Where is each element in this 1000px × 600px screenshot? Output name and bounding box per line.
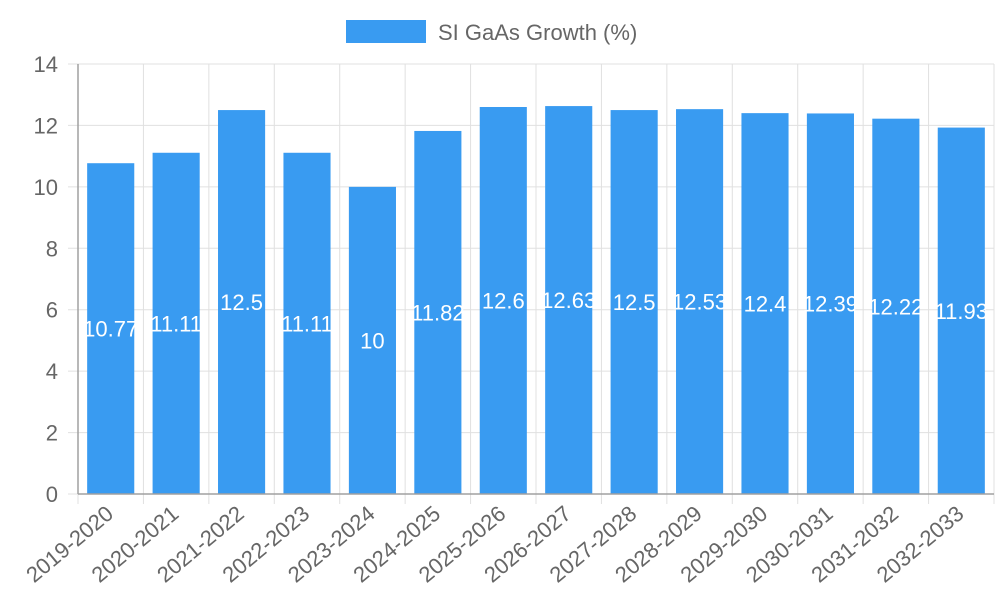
bar[interactable] [545,106,593,494]
bar[interactable] [806,113,854,494]
bar-value-label: 11.11 [150,311,202,336]
bar-value-label: 12.4 [744,292,787,317]
grid-lines [68,63,995,504]
bar-value-label: 12.39 [803,292,858,317]
bar[interactable] [414,130,462,494]
bar[interactable] [283,152,331,494]
bars: 10.77 11.11 12.5 11.11 10 11.82 12.6 12.63 12.5 1… [83,106,988,495]
y-tick-label: 12 [34,113,58,138]
bar[interactable] [937,127,985,494]
bar[interactable] [152,152,200,494]
bar[interactable] [479,107,527,494]
bar[interactable] [676,109,724,495]
bar-value-label: 12.5 [220,290,263,315]
y-tick-label: 14 [34,52,58,77]
bar[interactable] [610,110,658,495]
y-tick-label: 10 [34,175,58,200]
y-tick-label: 2 [46,421,58,446]
bar[interactable] [218,110,266,495]
bar[interactable] [348,186,396,494]
bar-value-label: 11.93 [935,299,988,324]
y-tick-label: 0 [46,482,58,507]
y-tick-label: 4 [46,359,58,384]
bar-value-label: 12.53 [672,290,727,315]
legend-swatch[interactable] [346,20,426,43]
legend-label[interactable]: SI GaAs Growth (%) [438,20,637,45]
legend[interactable]: SI GaAs Growth (%) [346,20,637,45]
bar-value-label: 12.63 [541,288,596,313]
bar-value-label: 10.77 [83,317,138,342]
y-tick-label: 6 [46,298,58,323]
y-tick-label: 8 [46,236,58,261]
bar[interactable] [87,163,135,494]
bar-value-label: 11.11 [281,311,333,336]
bar[interactable] [741,113,789,495]
bar-value-label: 12.6 [482,289,525,314]
bar-value-label: 12.5 [613,290,656,315]
bar-value-label: 11.82 [411,300,464,325]
bar-value-label: 10 [360,328,384,353]
bar[interactable] [872,118,920,495]
bar-value-label: 12.22 [868,294,923,319]
